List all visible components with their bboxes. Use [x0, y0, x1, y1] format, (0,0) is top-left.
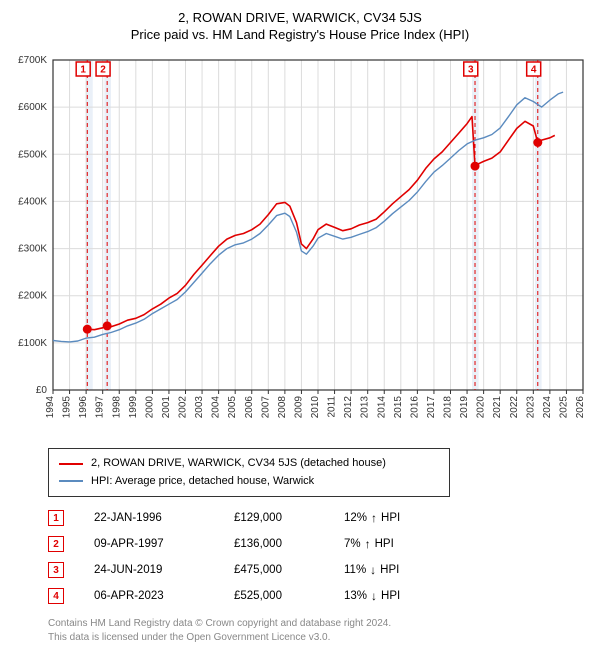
sale-price: £136,000	[234, 538, 344, 550]
arrow-up-icon: ↑	[365, 537, 371, 551]
svg-text:2: 2	[100, 65, 106, 76]
legend-label: HPI: Average price, detached house, Warw…	[91, 473, 314, 491]
legend-swatch	[59, 463, 83, 465]
svg-text:2003: 2003	[194, 396, 205, 419]
svg-text:4: 4	[531, 65, 537, 76]
svg-text:2008: 2008	[277, 396, 288, 419]
svg-text:2004: 2004	[211, 396, 222, 419]
sale-marker-box: 1	[48, 510, 64, 526]
svg-text:2010: 2010	[310, 396, 321, 419]
svg-text:2013: 2013	[360, 396, 371, 419]
page-title: 2, ROWAN DRIVE, WARWICK, CV34 5JS	[8, 10, 592, 25]
svg-text:1999: 1999	[128, 396, 139, 419]
legend: 2, ROWAN DRIVE, WARWICK, CV34 5JS (detac…	[48, 448, 450, 497]
legend-item: HPI: Average price, detached house, Warw…	[59, 473, 439, 491]
svg-text:2007: 2007	[260, 396, 271, 419]
svg-text:2023: 2023	[525, 396, 536, 419]
sale-row: 2 09-APR-1997£136,0007% ↑ HPI	[48, 531, 592, 557]
svg-text:2021: 2021	[492, 396, 503, 419]
sale-delta-suffix: HPI	[380, 564, 399, 576]
arrow-down-icon: ↓	[370, 563, 376, 577]
sale-marker-box: 4	[48, 588, 64, 604]
sale-delta-suffix: HPI	[375, 538, 394, 550]
svg-text:1996: 1996	[78, 396, 89, 419]
chart: £0 £100K £200K £300K £400K £500K £600K £700K 199…	[8, 50, 592, 440]
svg-text:2006: 2006	[244, 396, 255, 419]
sale-delta-value: 12%	[344, 512, 367, 524]
svg-text:2009: 2009	[293, 396, 304, 419]
sale-delta-suffix: HPI	[381, 590, 400, 602]
page-container: 2, ROWAN DRIVE, WARWICK, CV34 5JS Price …	[0, 0, 600, 653]
svg-text:2025: 2025	[558, 396, 569, 419]
svg-text:2002: 2002	[178, 396, 189, 419]
svg-text:2016: 2016	[409, 396, 420, 419]
sale-price: £475,000	[234, 564, 344, 576]
svg-text:2011: 2011	[327, 396, 338, 418]
svg-text:£700K: £700K	[18, 55, 47, 66]
sale-date: 06-APR-2023	[94, 590, 234, 602]
svg-text:£200K: £200K	[18, 291, 47, 302]
page-subtitle: Price paid vs. HM Land Registry's House …	[8, 27, 592, 42]
svg-text:2024: 2024	[542, 396, 553, 419]
sale-delta: 12% ↑ HPI	[344, 511, 434, 525]
sale-delta: 13% ↓ HPI	[344, 589, 434, 603]
sale-price: £129,000	[234, 512, 344, 524]
svg-text:2005: 2005	[227, 396, 238, 419]
sale-date: 22-JAN-1996	[94, 512, 234, 524]
arrow-down-icon: ↓	[371, 589, 377, 603]
svg-text:2012: 2012	[343, 396, 354, 419]
sale-delta: 11% ↓ HPI	[344, 563, 434, 577]
legend-item: 2, ROWAN DRIVE, WARWICK, CV34 5JS (detac…	[59, 455, 439, 473]
sale-delta-suffix: HPI	[381, 512, 400, 524]
sale-marker-box: 2	[48, 536, 64, 552]
sale-date: 24-JUN-2019	[94, 564, 234, 576]
svg-text:£300K: £300K	[18, 244, 47, 255]
svg-text:2020: 2020	[476, 396, 487, 419]
svg-text:2000: 2000	[144, 396, 155, 419]
sale-delta-value: 7%	[344, 538, 361, 550]
svg-text:1997: 1997	[95, 396, 106, 419]
svg-text:2026: 2026	[575, 396, 586, 419]
sale-delta-value: 11%	[344, 564, 366, 576]
chart-svg: £0 £100K £200K £300K £400K £500K £600K £700K 199…	[8, 50, 592, 440]
sale-delta: 7% ↑ HPI	[344, 537, 434, 551]
svg-text:1998: 1998	[111, 396, 122, 419]
svg-text:£600K: £600K	[18, 102, 47, 113]
legend-swatch	[59, 480, 83, 482]
sale-row: 3 24-JUN-2019£475,00011% ↓ HPI	[48, 557, 592, 583]
svg-text:1995: 1995	[62, 396, 73, 419]
arrow-up-icon: ↑	[371, 511, 377, 525]
svg-text:£400K: £400K	[18, 196, 47, 207]
sale-marker-box: 3	[48, 562, 64, 578]
svg-text:2018: 2018	[443, 396, 454, 419]
svg-text:2014: 2014	[376, 396, 387, 419]
svg-text:£500K: £500K	[18, 149, 47, 160]
svg-text:2015: 2015	[393, 396, 404, 419]
footnote-line-2: This data is licensed under the Open Gov…	[48, 631, 592, 645]
sale-row: 1 22-JAN-1996£129,00012% ↑ HPI	[48, 505, 592, 531]
svg-text:£0: £0	[36, 385, 48, 396]
sale-row: 4 06-APR-2023£525,00013% ↓ HPI	[48, 583, 592, 609]
sale-date: 09-APR-1997	[94, 538, 234, 550]
footnote: Contains HM Land Registry data © Crown c…	[48, 617, 592, 645]
footnote-line-1: Contains HM Land Registry data © Crown c…	[48, 617, 592, 631]
svg-text:2019: 2019	[459, 396, 470, 419]
svg-text:1: 1	[80, 65, 86, 76]
sales-table: 122-JAN-1996£129,00012%↑HPI209-APR-1997£…	[48, 505, 592, 609]
svg-text:2022: 2022	[509, 396, 520, 419]
svg-text:2017: 2017	[426, 396, 437, 419]
sale-price: £525,000	[234, 590, 344, 602]
svg-text:2001: 2001	[161, 396, 172, 419]
legend-label: 2, ROWAN DRIVE, WARWICK, CV34 5JS (detac…	[91, 455, 386, 473]
svg-text:£100K: £100K	[18, 338, 47, 349]
svg-text:3: 3	[468, 65, 474, 76]
sale-delta-value: 13%	[344, 590, 367, 602]
svg-text:1994: 1994	[45, 396, 56, 419]
